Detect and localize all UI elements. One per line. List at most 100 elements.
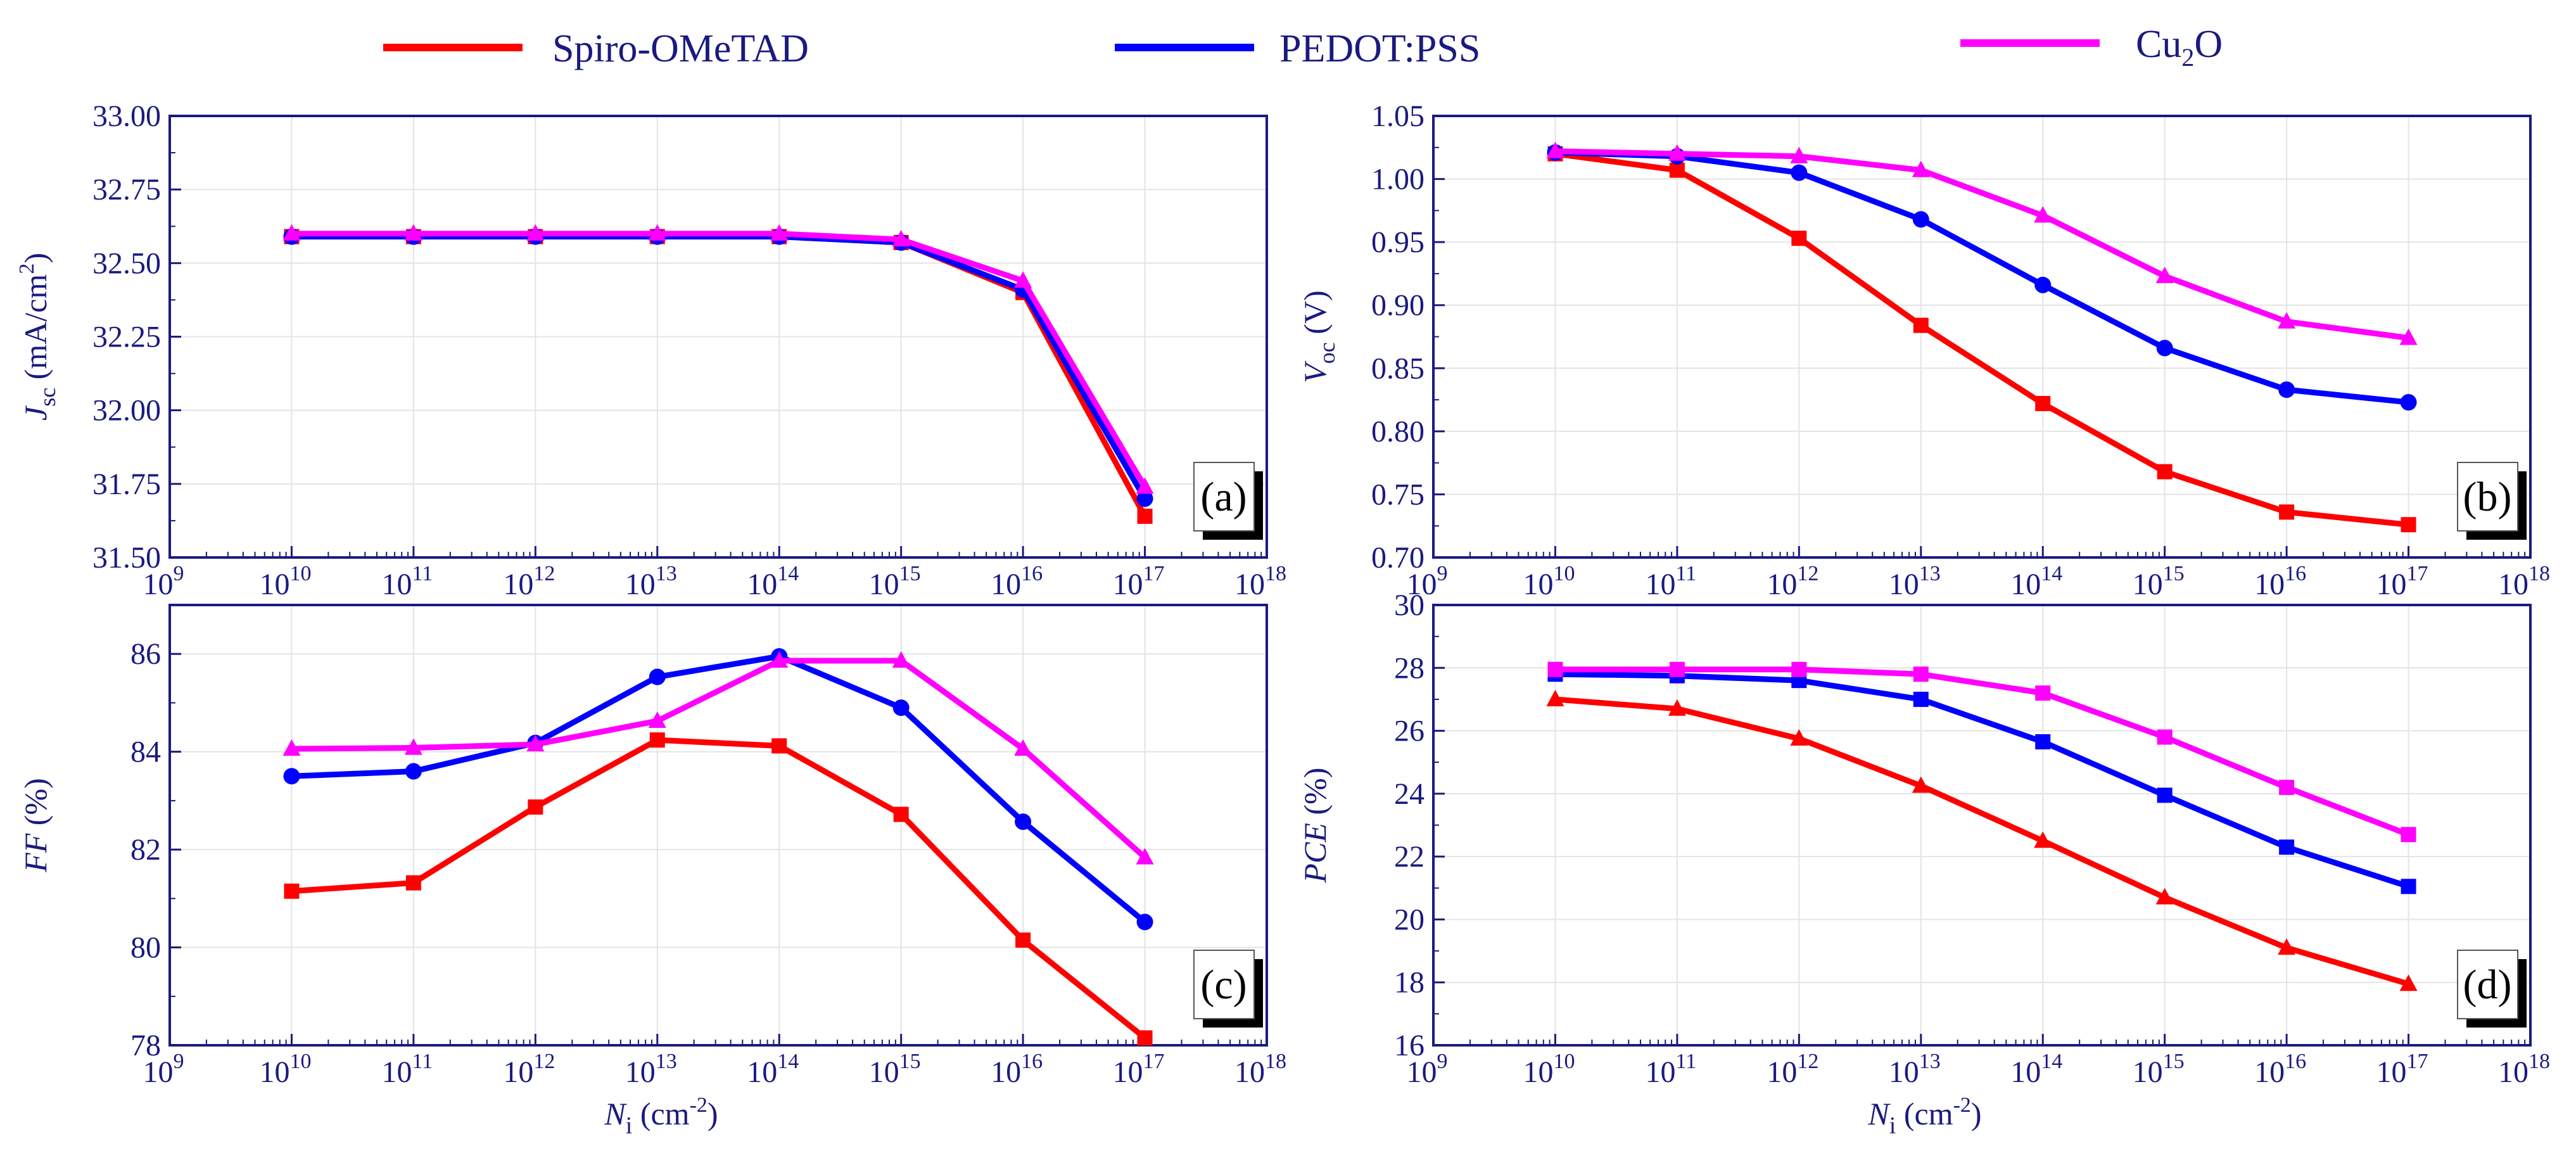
x-tick-base: 10 <box>2010 568 2041 601</box>
data-point-cu2o <box>1014 739 1032 756</box>
x-tick-label: 1016 <box>991 1050 1043 1089</box>
x-tick-label: 109 <box>1407 562 1448 601</box>
x-tick-base: 10 <box>1646 1055 1676 1089</box>
legend-label-spiro: Spiro-OMeTAD <box>552 27 809 70</box>
y-tick-label: 24 <box>1394 777 1424 811</box>
x-tick-exponent: 10 <box>1553 1050 1575 1073</box>
y-tick-label: 22 <box>1394 840 1424 874</box>
x-tick-label: 109 <box>143 562 184 601</box>
x-axis-title-close: ) <box>1971 1096 1982 1131</box>
panel-label-box <box>2457 462 2518 532</box>
y-axis-title-main: PCE <box>1297 823 1333 883</box>
x-tick-exponent: 14 <box>2041 562 2062 585</box>
x-tick-label: 1011 <box>1646 1050 1697 1089</box>
x-tick-base: 10 <box>503 1055 533 1089</box>
x-axis-title-sub: i <box>1889 1112 1896 1139</box>
x-tick-exponent: 11 <box>1676 1050 1697 1073</box>
data-point-cu2o <box>526 735 545 752</box>
legend-entry-spiro: Spiro-OMeTAD <box>383 27 809 70</box>
x-axis-title-unit: (cm <box>632 1096 689 1131</box>
panel-label-a: (a) <box>1193 462 1263 540</box>
data-point-pedot <box>2156 340 2173 357</box>
x-tick-base: 10 <box>259 568 289 601</box>
data-point-pedot <box>1136 490 1153 507</box>
data-point-cu2o <box>1546 141 1564 158</box>
panel-label-text: (c) <box>1200 962 1247 1008</box>
y-tick-label: 0.85 <box>1371 352 1424 385</box>
x-tick-label: 1016 <box>2254 562 2306 601</box>
x-tick-exponent: 14 <box>777 562 799 585</box>
x-tick-base: 10 <box>2010 1055 2041 1089</box>
panel-label-text: (d) <box>2463 962 2512 1008</box>
x-tick-exponent: 9 <box>174 1050 184 1073</box>
panel-a: 109 1010 1011 1012 1013 1014 1015 1016 1017 10183… <box>15 99 1286 601</box>
data-point-spiro <box>528 799 543 815</box>
y-axis-title-main: FF <box>18 833 53 873</box>
x-tick-exponent: 13 <box>1919 1050 1941 1073</box>
x-tick-base: 10 <box>625 1055 656 1089</box>
x-tick-label: 1015 <box>2133 562 2185 601</box>
x-tick-base: 10 <box>991 568 1021 601</box>
x-tick-exponent: 16 <box>2285 1050 2306 1073</box>
data-point-cu2o <box>404 738 422 755</box>
x-tick-base: 10 <box>143 568 174 601</box>
data-point-pedot <box>1912 211 1929 228</box>
x-tick-label: 1013 <box>625 562 677 601</box>
x-tick-base: 10 <box>869 568 899 601</box>
x-tick-base: 10 <box>382 568 412 601</box>
data-point-spiro <box>2401 517 2416 533</box>
panel-label-b: (b) <box>2457 462 2527 540</box>
x-tick-exponent: 16 <box>2285 562 2306 585</box>
x-tick-label: 1013 <box>1889 1050 1941 1089</box>
legend-label-cu2o: Cu2O <box>2136 23 2223 72</box>
x-tick-exponent: 15 <box>2163 1050 2185 1073</box>
data-point-spiro <box>2278 938 2296 955</box>
x-tick-exponent: 12 <box>533 1050 555 1073</box>
y-tick-label: 0.80 <box>1371 415 1424 449</box>
series-line-spiro <box>1554 151 2409 528</box>
data-point-cu2o <box>2401 827 2416 843</box>
data-point-spiro <box>1137 508 1153 524</box>
y-tick-label: 32.00 <box>92 394 161 428</box>
x-tick-label: 1013 <box>625 1050 677 1089</box>
x-axis-title-exp: -2 <box>690 1093 707 1117</box>
panel-label-box <box>2457 950 2518 1019</box>
data-point-spiro <box>1913 317 1929 333</box>
x-tick-label: 1014 <box>747 1050 799 1089</box>
x-tick-exponent: 16 <box>1021 1050 1043 1073</box>
x-tick-exponent: 15 <box>899 1050 921 1073</box>
y-tick-label: 84 <box>130 735 161 769</box>
gridlines-c <box>169 605 1267 1046</box>
x-tick-base: 10 <box>2254 1055 2285 1089</box>
x-tick-label: 1018 <box>2498 1050 2550 1089</box>
x-tick-base: 10 <box>2133 568 2163 601</box>
y-ticks-b: 0.70 0.75 0.80 0.85 0.90 0.95 1.00 1.05 <box>1371 99 1445 575</box>
y-tick-label: 1.00 <box>1371 163 1424 196</box>
y-axis-title-sub: sc <box>35 388 60 407</box>
series-line-cu2o <box>291 231 1148 488</box>
x-tick-base: 10 <box>1889 568 1919 601</box>
x-axis-title-exp: -2 <box>1953 1093 1971 1117</box>
x-tick-exponent: 9 <box>174 562 184 585</box>
legend-entry-pedot: PEDOT:PSS <box>1115 27 1480 70</box>
x-tick-label: 1015 <box>869 1050 921 1089</box>
x-tick-base: 10 <box>143 1055 174 1089</box>
data-point-cu2o <box>2399 328 2418 345</box>
data-point-cu2o <box>1912 160 1930 177</box>
data-point-cu2o <box>2279 779 2295 795</box>
x-ticks-b: 109 1010 1011 1012 1013 1014 1015 1016 1017 1018 <box>1407 546 2550 601</box>
x-tick-exponent: 18 <box>2528 1050 2550 1073</box>
x-tick-exponent: 12 <box>533 562 555 585</box>
y-axis-title-close: ) <box>18 253 53 264</box>
gridlines-b <box>1433 115 2531 558</box>
x-tick-exponent: 17 <box>2407 1050 2428 1073</box>
data-point-spiro <box>1791 231 1807 246</box>
x-tick-base: 10 <box>2376 1055 2407 1089</box>
y-tick-label: 0.95 <box>1371 226 1424 259</box>
panel-c: 109 1010 1011 1012 1013 1014 1015 1016 1017 10187… <box>18 604 1286 1139</box>
x-tick-exponent: 10 <box>289 1050 311 1073</box>
data-point-cu2o <box>1668 144 1686 161</box>
x-axis-title-sub: i <box>626 1112 633 1139</box>
x-tick-label: 1013 <box>1889 562 1941 601</box>
x-tick-base: 10 <box>2498 1055 2528 1089</box>
